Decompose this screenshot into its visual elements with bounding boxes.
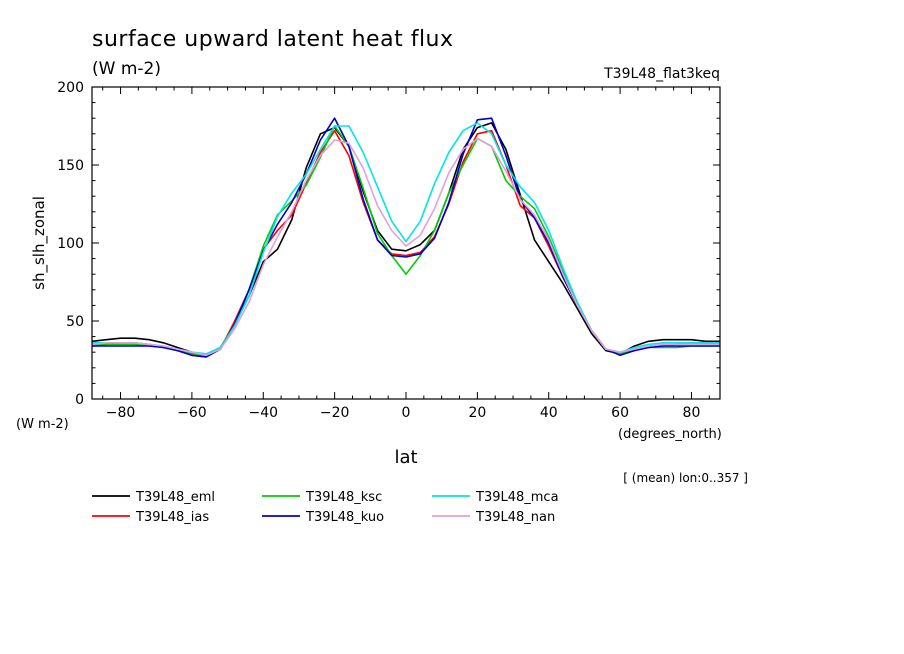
averaging-note: [ (mean) lon:0..357 ] (623, 471, 748, 485)
legend-label: T39L48_nan (475, 510, 555, 525)
y-axis-units: (W m-2) (16, 417, 69, 432)
chart-units: (W m-2) (92, 59, 161, 79)
legend-entry-T39L48_ksc: T39L48_ksc (262, 490, 382, 505)
legend-entry-T39L48_nan: T39L48_nan (432, 510, 555, 525)
x-tick-label: 80 (683, 405, 701, 421)
series-line-T39L48_ksc (92, 125, 720, 357)
y-axis-label: sh_slh_zonal (30, 196, 49, 290)
x-axis-label: lat (394, 447, 417, 468)
legend-label: T39L48_kuo (305, 510, 384, 525)
x-tick-label: −20 (320, 405, 350, 421)
legend-label: T39L48_ksc (305, 490, 382, 505)
chart-subtitle-right: T39L48_flat3keq (603, 66, 720, 82)
series-line-T39L48_nan (92, 137, 720, 357)
x-axis-units: (degrees_north) (618, 427, 722, 442)
y-tick-label: 150 (57, 158, 84, 174)
legend-label: T39L48_ias (135, 510, 209, 525)
legend-entry-T39L48_mca: T39L48_mca (432, 490, 559, 505)
legend-entry-T39L48_kuo: T39L48_kuo (262, 510, 384, 525)
y-tick-label: 100 (57, 236, 84, 252)
x-tick-label: −60 (177, 405, 207, 421)
y-tick-label: 0 (75, 392, 84, 408)
legend-label: T39L48_mca (475, 490, 559, 505)
x-tick-label: −80 (106, 405, 136, 421)
legend: T39L48_eml T39L48_ias T39L48_ksc T39L48_kuo… (92, 490, 559, 525)
series-layer (92, 117, 720, 358)
legend-label: T39L48_eml (135, 490, 215, 505)
y-tick-label: 200 (57, 80, 84, 96)
x-tick-label: 60 (611, 405, 629, 421)
x-tick-label: −40 (248, 405, 278, 421)
chart-title: surface upward latent heat flux (92, 27, 454, 52)
x-tick-label: 40 (540, 405, 558, 421)
x-tick-label: 20 (468, 405, 486, 421)
legend-entry-T39L48_ias: T39L48_ias (92, 510, 209, 525)
legend-entry-T39L48_eml: T39L48_eml (92, 490, 215, 505)
series-line-T39L48_kuo (92, 117, 720, 358)
x-tick-label: 0 (402, 405, 411, 421)
ticks-layer: −80 −60 −40 −20 0 20 40 60 80 0 50 100 150 200 (57, 80, 720, 421)
y-tick-label: 50 (66, 314, 84, 330)
